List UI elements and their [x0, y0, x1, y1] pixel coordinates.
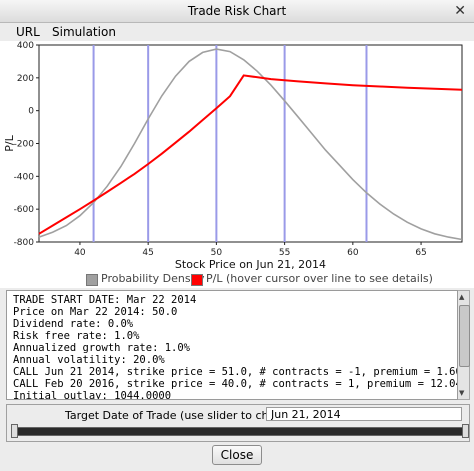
y-tick-label: 400 — [17, 41, 34, 51]
density-curve — [38, 48, 463, 241]
legend-swatch-density — [86, 274, 98, 286]
x-tick-label: 60 — [347, 248, 359, 258]
plot-frame — [38, 44, 463, 243]
y-tick-label: -200 — [14, 140, 35, 150]
chart-legend: Probability Density P/L (hover cursor ov… — [0, 271, 474, 287]
details-line: Risk free rate: 1.0% — [13, 330, 140, 342]
target-date-field[interactable] — [266, 407, 462, 421]
details-scrollbar[interactable]: ▲ ▼ — [458, 290, 470, 400]
x-tick-label: 65 — [415, 248, 426, 258]
pl-curve — [38, 74, 463, 235]
y-tick-label: -800 — [14, 238, 35, 248]
menu-simulation[interactable]: Simulation — [52, 25, 116, 39]
details-line: CALL Feb 20 2016, strike price = 40.0, #… — [13, 378, 458, 390]
legend-label-pl: P/L (hover cursor over line to see detai… — [206, 272, 433, 285]
details-line: Dividend rate: 0.0% — [13, 318, 134, 330]
y-tick-label: -400 — [14, 172, 35, 182]
target-date-label: Target Date of Trade (use slider to chan… — [65, 409, 304, 422]
slider-handle[interactable] — [11, 424, 18, 438]
x-axis-label: Stock Price on Jun 21, 2014 — [175, 258, 326, 271]
details-line: Price on Mar 22 2014: 50.0 — [13, 306, 178, 318]
risk-chart: 400 200 0 -200 -400 -600 -800 40 45 50 55 60 65 Stock… — [0, 41, 474, 288]
close-icon[interactable]: ✕ — [454, 3, 466, 19]
x-tick-label: 50 — [211, 248, 223, 258]
x-tick-label: 40 — [74, 248, 86, 258]
window-title: Trade Risk Chart — [187, 4, 287, 18]
details-line: Annualized growth rate: 1.0% — [13, 342, 191, 354]
details-line: TRADE START DATE: Mar 22 2014 — [13, 294, 197, 306]
y-tick-label: 200 — [17, 74, 34, 84]
legend-swatch-pl — [191, 274, 203, 286]
target-date-slider[interactable] — [11, 427, 465, 436]
slider-end-cap — [462, 424, 469, 438]
target-date-panel: Target Date of Trade (use slider to chan… — [6, 404, 470, 442]
details-line: Initial outlay: 1044.0000 — [13, 390, 172, 400]
details-line: Annual volatility: 20.0% — [13, 354, 165, 366]
menu-bar: URL Simulation — [0, 23, 474, 42]
window-titlebar: Trade Risk Chart ✕ — [0, 0, 474, 23]
scroll-thumb[interactable] — [459, 305, 470, 367]
close-button[interactable]: Close — [212, 445, 262, 465]
scroll-down-icon[interactable]: ▼ — [459, 389, 465, 397]
details-line: CALL Jun 21 2014, strike price = 51.0, #… — [13, 366, 458, 378]
trade-details-text[interactable]: TRADE START DATE: Mar 22 2014 Price on Ma… — [6, 290, 458, 400]
y-tick-label: -600 — [14, 205, 35, 215]
y-axis-label: P/L — [3, 134, 16, 151]
x-tick-label: 45 — [142, 248, 153, 258]
menu-url[interactable]: URL — [16, 25, 40, 39]
x-tick-label: 55 — [279, 248, 290, 258]
legend-label-density: Probability Density — [101, 272, 205, 285]
y-tick-label: 0 — [28, 107, 34, 117]
risk-chart-svg: 400 200 0 -200 -400 -600 -800 40 45 50 55 60 65 Stock… — [3, 41, 463, 271]
scroll-up-icon[interactable]: ▲ — [459, 293, 465, 301]
